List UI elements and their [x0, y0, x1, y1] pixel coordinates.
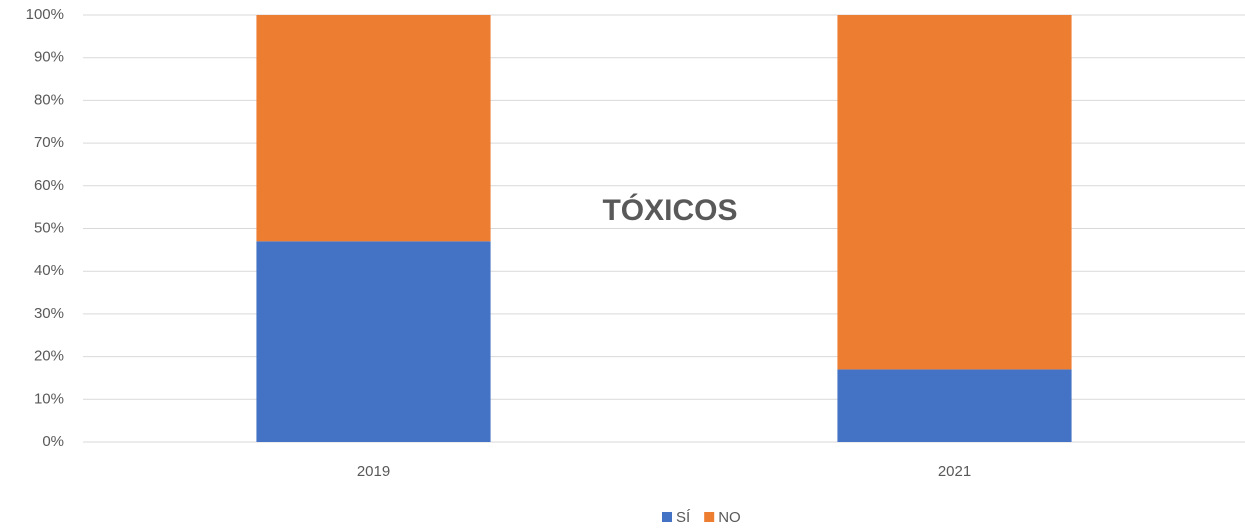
y-tick-label: 50% — [34, 219, 64, 236]
y-tick-label: 70% — [34, 134, 64, 151]
y-tick-label: 20% — [34, 348, 64, 365]
chart-title: TÓXICOS — [602, 193, 737, 227]
y-tick-label: 10% — [34, 390, 64, 407]
bar-segment — [837, 15, 1072, 370]
y-tick-label: 90% — [34, 49, 64, 66]
y-tick-label: 100% — [26, 6, 64, 23]
y-tick-label: 40% — [34, 262, 64, 279]
x-tick-label: 2021 — [938, 463, 971, 480]
y-tick-label: 30% — [34, 305, 64, 322]
bar-segment — [256, 241, 491, 442]
bar-segment — [256, 15, 491, 242]
x-tick-label: 2019 — [357, 463, 390, 480]
y-tick-label: 60% — [34, 177, 64, 194]
legend-swatch — [662, 512, 672, 522]
bar-segment — [837, 369, 1072, 442]
y-tick-label: 0% — [42, 433, 64, 450]
y-tick-label: 80% — [34, 91, 64, 108]
legend-label: SÍ — [676, 509, 691, 526]
legend-label: NO — [718, 509, 741, 526]
legend-swatch — [704, 512, 715, 522]
